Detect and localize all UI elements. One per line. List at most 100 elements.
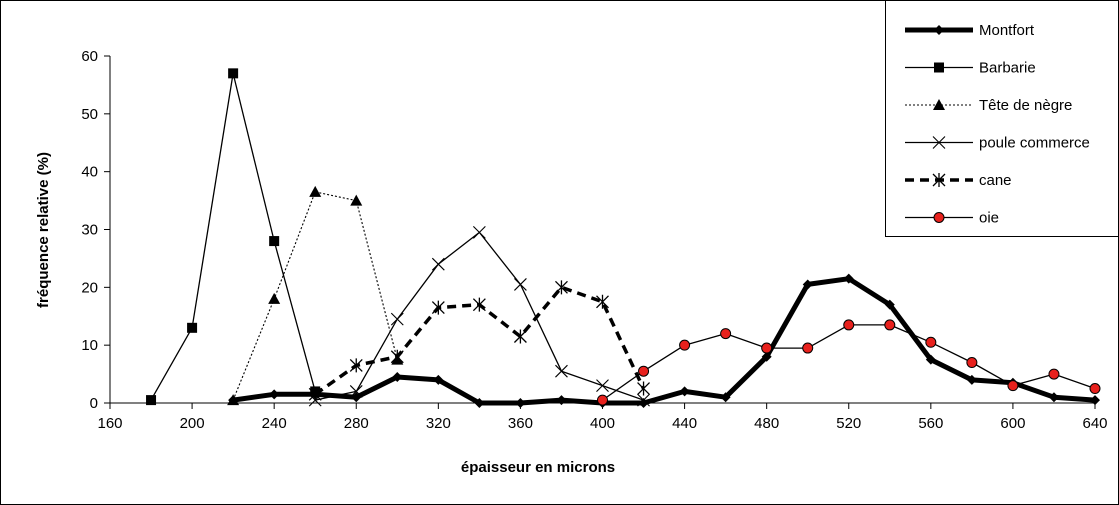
x-tick-label: 600 bbox=[1000, 415, 1025, 432]
series-t-te-de-n-gre bbox=[227, 185, 404, 406]
data-point-montfort bbox=[269, 389, 280, 400]
y-tick-label: 50 bbox=[81, 106, 98, 123]
data-point-montfort bbox=[1048, 392, 1059, 403]
series-oie bbox=[597, 319, 1101, 406]
data-point-t-te-de-n-gre bbox=[309, 185, 322, 197]
data-point-montfort bbox=[351, 392, 362, 403]
legend-label-cane: cane bbox=[979, 172, 1012, 189]
data-point-oie bbox=[884, 319, 896, 331]
data-point-montfort bbox=[761, 351, 772, 362]
legend-label-barbarie: Barbarie bbox=[979, 60, 1036, 77]
data-point-montfort bbox=[679, 386, 690, 397]
x-tick-label: 640 bbox=[1082, 415, 1107, 432]
y-tick-label: 60 bbox=[81, 48, 98, 65]
data-point-montfort bbox=[843, 273, 854, 284]
data-point-poule-commerce bbox=[514, 278, 527, 291]
data-point-cane bbox=[472, 297, 486, 312]
data-point-montfort bbox=[802, 279, 813, 290]
data-point-poule-commerce bbox=[390, 312, 404, 326]
data-point-cane bbox=[554, 280, 568, 295]
legend-item-oie: oie bbox=[905, 210, 999, 227]
legend-item-t-te-de-n-gre: Tête de nègre bbox=[905, 97, 1072, 114]
legend-marker-t-te-de-n-gre bbox=[933, 99, 945, 110]
axes: 0 10 20 30 40 50 60 160 200 240 280 320 360 400 440 480… bbox=[81, 48, 1107, 432]
data-point-cane bbox=[596, 294, 609, 309]
data-point-montfort bbox=[433, 374, 444, 385]
x-tick-label: 320 bbox=[426, 415, 451, 432]
data-point-barbarie bbox=[146, 395, 157, 406]
series-line-t-te-de-n-gre bbox=[232, 191, 398, 401]
data-point-montfort bbox=[638, 398, 649, 408]
data-point-poule-commerce bbox=[555, 364, 568, 378]
data-point-oie bbox=[925, 336, 937, 348]
data-point-cane bbox=[513, 329, 527, 344]
data-point-cane bbox=[349, 358, 363, 373]
legend-marker-poule-commerce bbox=[932, 136, 946, 149]
data-point-montfort bbox=[515, 398, 526, 408]
data-point-oie bbox=[720, 328, 732, 340]
data-point-montfort bbox=[392, 371, 403, 382]
data-point-oie bbox=[843, 319, 855, 331]
data-point-barbarie bbox=[228, 68, 239, 79]
data-point-oie bbox=[1048, 368, 1060, 380]
series-line-montfort bbox=[232, 276, 1096, 406]
data-point-montfort bbox=[556, 395, 567, 406]
x-tick-label: 280 bbox=[344, 415, 369, 432]
data-point-barbarie bbox=[187, 322, 198, 333]
series-cane bbox=[308, 280, 651, 402]
legend-label-montfort: Montfort bbox=[979, 22, 1035, 39]
data-point-poule-commerce bbox=[472, 226, 486, 239]
x-tick-label: 240 bbox=[262, 415, 287, 432]
data-point-t-te-de-n-gre bbox=[268, 292, 281, 304]
legend-marker-montfort bbox=[934, 25, 944, 35]
data-point-barbarie bbox=[269, 236, 280, 247]
data-point-cane bbox=[308, 387, 322, 402]
data-point-oie bbox=[638, 365, 650, 377]
data-point-montfort bbox=[966, 374, 977, 385]
data-point-oie bbox=[1007, 380, 1019, 392]
legend-marker-barbarie bbox=[934, 62, 944, 73]
x-tick-label: 160 bbox=[97, 415, 122, 432]
data-point-cane bbox=[431, 300, 445, 315]
legend-marker-cane bbox=[932, 173, 946, 187]
data-point-montfort bbox=[925, 354, 936, 365]
series-poule-commerce bbox=[308, 226, 650, 407]
x-tick-label: 400 bbox=[590, 415, 615, 432]
data-point-poule-commerce bbox=[596, 379, 609, 393]
series-layer bbox=[146, 68, 1101, 408]
legend-item-poule-commerce: poule commerce bbox=[905, 135, 1090, 152]
legend: Montfort Barbarie Tête de nègre poule comme… bbox=[885, 0, 1119, 237]
x-tick-label: 200 bbox=[180, 415, 205, 432]
x-tick-label: 520 bbox=[836, 415, 861, 432]
data-point-t-te-de-n-gre bbox=[227, 394, 240, 406]
data-point-montfort bbox=[474, 398, 485, 408]
data-point-t-te-de-n-gre bbox=[350, 194, 363, 206]
x-tick-label: 360 bbox=[508, 415, 533, 432]
data-point-oie bbox=[761, 342, 773, 354]
data-point-montfort bbox=[884, 299, 895, 310]
data-point-poule-commerce bbox=[431, 257, 445, 271]
y-tick-label: 0 bbox=[90, 395, 98, 412]
legend-box bbox=[885, 0, 1119, 237]
data-point-montfort bbox=[720, 392, 731, 403]
legend-label-poule-commerce: poule commerce bbox=[979, 135, 1090, 152]
x-axis-title: épaisseur en microns bbox=[461, 459, 615, 476]
legend-label-t-te-de-n-gre: Tête de nègre bbox=[979, 97, 1072, 114]
legend-item-montfort: Montfort bbox=[905, 22, 1035, 39]
data-point-poule-commerce bbox=[637, 393, 650, 407]
y-tick-label: 20 bbox=[81, 279, 98, 296]
data-point-oie bbox=[679, 339, 691, 351]
data-point-cane bbox=[637, 381, 651, 396]
data-point-oie bbox=[966, 357, 978, 369]
y-axis-title: fréquence relative (%) bbox=[35, 152, 52, 308]
x-tick-label: 560 bbox=[918, 415, 943, 432]
data-point-oie bbox=[802, 342, 814, 354]
data-point-cane bbox=[390, 349, 404, 364]
x-tick-label: 480 bbox=[754, 415, 779, 432]
data-point-oie bbox=[1089, 383, 1101, 395]
legend-marker-oie bbox=[933, 212, 945, 223]
legend-label-oie: oie bbox=[979, 210, 999, 227]
y-tick-label: 40 bbox=[81, 164, 98, 181]
